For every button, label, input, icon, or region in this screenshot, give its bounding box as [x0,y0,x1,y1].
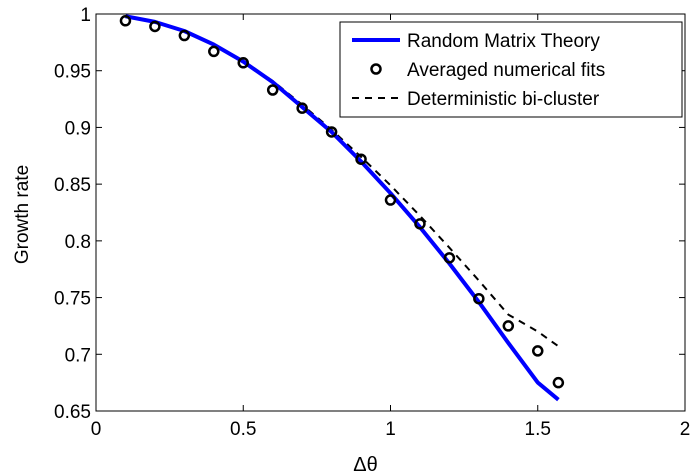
series-line-bicluster [125,15,559,348]
data-point-2 [178,29,191,42]
y-tick-label-6: 0.95 [54,62,91,83]
data-point-15 [552,376,565,389]
legend-label-2: Deterministic bi-cluster [407,89,600,110]
data-point-11 [443,252,456,264]
data-point-10 [414,218,426,230]
data-point-14 [532,345,544,357]
y-tick-label-1: 0.7 [65,345,91,366]
x-tick-label-0: 0 [91,419,102,440]
y-tick-label-4: 0.85 [54,175,91,196]
data-point-6 [296,102,308,114]
series-line-rmt [125,14,560,402]
data-point-0 [119,15,132,27]
tick-layer: 0 0.5 1 1.5 2 0.65 0.7 0.75 0.8 0.85 0.9 0.95 1 [54,5,690,440]
legend: Random Matrix Theory Averaged numerical f… [339,21,683,118]
plot-data-layer [119,14,565,402]
data-point-3 [208,45,220,58]
data-point-7 [325,126,338,138]
y-tick-label-2: 0.75 [54,289,91,310]
data-point-12 [473,292,485,305]
data-point-9 [384,194,397,206]
data-point-8 [355,153,367,165]
x-axis-label: Δθ [353,454,377,475]
legend-label-1: Averaged numerical fits [407,60,605,81]
x-tick-label-3: 1.5 [525,419,551,440]
data-point-5 [266,84,279,96]
x-tick-label-4: 2 [680,419,690,440]
data-point-13 [502,320,515,332]
data-point-1 [149,20,161,33]
y-axis-label: Growth rate [12,165,33,264]
x-tick-label-2: 1 [385,419,396,440]
legend-box [339,21,683,118]
legend-swatch-fits [370,63,382,75]
legend-label-0: Random Matrix Theory [407,31,600,52]
y-tick-label-3: 0.8 [65,232,91,253]
y-tick-label-5: 0.9 [65,118,91,139]
y-tick-label-0: 0.65 [54,402,91,423]
data-point-4 [237,57,249,69]
y-tick-label-7: 1 [80,5,91,26]
x-tick-label-1: 0.5 [230,419,256,440]
